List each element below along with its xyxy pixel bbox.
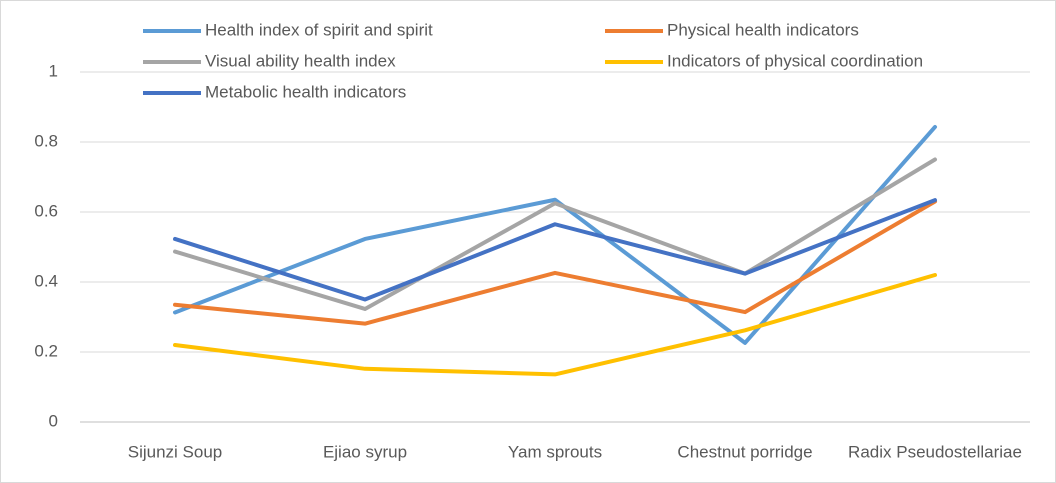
legend-label: Metabolic health indicators	[205, 82, 406, 101]
legend-label: Indicators of physical coordination	[667, 51, 923, 70]
series-line	[173, 124, 937, 345]
x-tick-label: Radix Pseudostellariae	[848, 442, 1022, 461]
series-line	[173, 199, 937, 326]
y-tick-label: 0	[49, 411, 58, 430]
x-tick-label: Sijunzi Soup	[128, 442, 223, 461]
series-line	[173, 157, 937, 311]
series-line	[173, 273, 937, 377]
y-tick-label: 0.6	[34, 201, 58, 220]
series-line	[173, 198, 937, 302]
legend-label: Health index of spirit and spirit	[205, 20, 433, 39]
x-tick-label: Yam sprouts	[508, 442, 602, 461]
y-tick-label: 0.4	[34, 271, 58, 290]
legend-label: Visual ability health index	[205, 51, 396, 70]
y-tick-label: 0.2	[34, 341, 58, 360]
y-tick-label: 1	[49, 61, 58, 80]
legend-label: Physical health indicators	[667, 20, 859, 39]
x-tick-label: Ejiao syrup	[323, 442, 407, 461]
y-tick-label: 0.8	[34, 131, 58, 150]
x-tick-label: Chestnut porridge	[677, 442, 812, 461]
